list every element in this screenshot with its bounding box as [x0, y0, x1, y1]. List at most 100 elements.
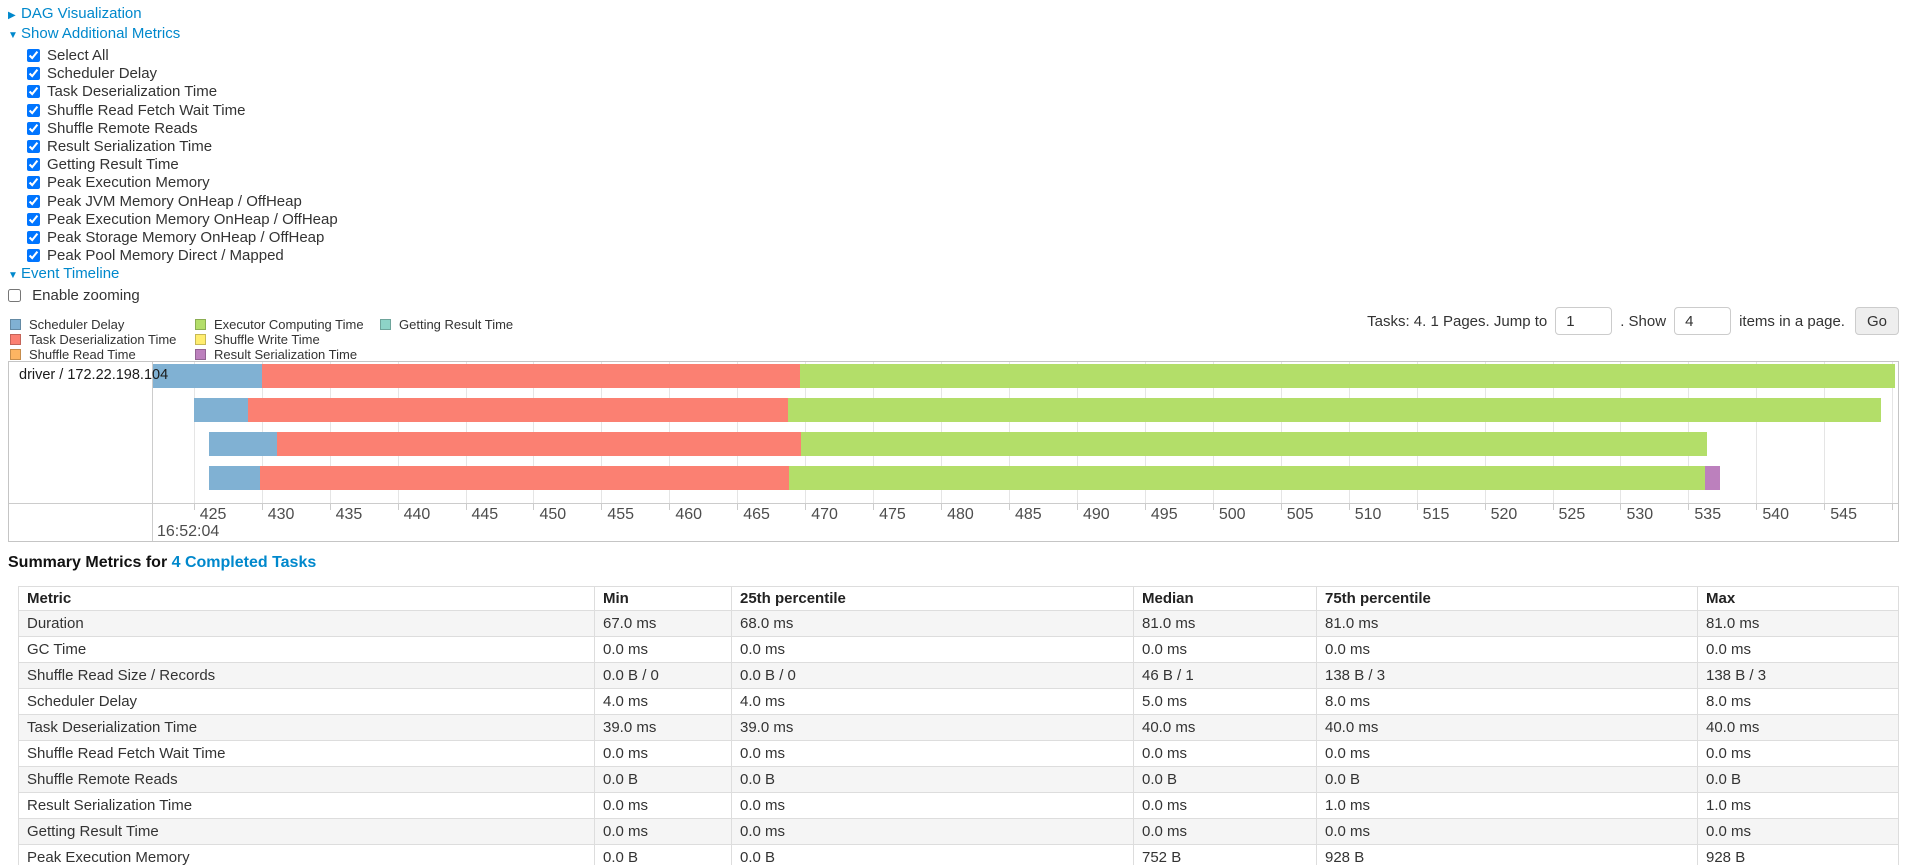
summary-value-cell: 39.0 ms: [731, 714, 1134, 742]
metric-checkbox-label: Scheduler Delay: [47, 65, 158, 83]
dag-visualization-toggle[interactable]: ▶ DAG Visualization: [8, 5, 1899, 25]
completed-tasks-link[interactable]: 4 Completed Tasks: [171, 554, 317, 572]
metric-checkbox-label: Result Serialization Time: [47, 138, 213, 156]
summary-value-cell: 0.0 ms: [731, 740, 1134, 768]
summary-value-cell: 46 B / 1: [1133, 662, 1317, 690]
executor-group-label: driver / 172.22.198.104: [19, 367, 169, 384]
summary-value-cell: 0.0 ms: [731, 636, 1134, 664]
metric-checkbox[interactable]: [27, 103, 40, 117]
task-bar-task-deserialization-segment[interactable]: [261, 364, 800, 389]
axis-tick-label: 515: [1422, 506, 1450, 524]
summary-value-cell: 0.0 ms: [1697, 636, 1899, 664]
metric-checkbox-item: Shuffle Read Fetch Wait Time: [8, 102, 1899, 120]
summary-value-cell: 0.0 ms: [1697, 818, 1899, 846]
legend-pagination-band: Scheduler Delay Task Deserialization Time…: [8, 307, 1899, 362]
axis-tick-label: 435: [335, 506, 363, 524]
task-bar-executor-computing-segment[interactable]: [801, 432, 1708, 457]
summary-metric-name-cell: GC Time: [18, 636, 595, 664]
axis-tick-mark: [261, 503, 263, 511]
metric-checkbox[interactable]: [27, 249, 40, 263]
summary-metrics-table: Metric Min 25th percentile Median 75th perce…: [18, 586, 1899, 865]
metric-checkbox-label: Peak Execution Memory: [47, 174, 210, 192]
additional-metrics-checkbox-list: Select All Scheduler Delay Task Deserializ…: [8, 47, 1899, 265]
enable-zooming-checkbox[interactable]: [8, 289, 21, 303]
legend-label: Shuffle Write Time: [214, 332, 320, 348]
summary-value-cell: 81.0 ms: [1133, 610, 1317, 638]
summary-value-cell: 0.0 ms: [1316, 636, 1698, 664]
axis-tick-label: 530: [1626, 506, 1654, 524]
go-button[interactable]: Go: [1854, 307, 1899, 336]
task-bar-scheduler-delay-segment[interactable]: [193, 398, 249, 423]
task-bar-task-deserialization-segment[interactable]: [260, 466, 789, 491]
metric-checkbox[interactable]: [27, 176, 40, 190]
metric-checkbox-label: Shuffle Remote Reads: [47, 119, 198, 137]
summary-value-cell: 40.0 ms: [1133, 714, 1317, 742]
legend-label: Executor Computing Time: [214, 317, 364, 333]
expanded-arrow-icon: ▼: [8, 270, 18, 282]
summary-value-cell: 928 B: [1697, 844, 1899, 865]
task-bar-result-serialization-segment[interactable]: [1704, 466, 1720, 491]
task-bar-scheduler-delay-segment[interactable]: [208, 466, 261, 491]
axis-tick-label: 505: [1286, 506, 1314, 524]
axis-tick-label: 540: [1762, 506, 1790, 524]
task-bar-executor-computing-segment[interactable]: [787, 398, 1882, 423]
pagination-suffix-text: items in a page.: [1739, 312, 1845, 330]
metric-checkbox[interactable]: [27, 158, 40, 172]
metric-checkbox[interactable]: [27, 67, 40, 81]
summary-column-header: Max: [1697, 586, 1899, 612]
task-bar-task-deserialization-segment[interactable]: [248, 398, 788, 423]
task-bar-scheduler-delay-segment[interactable]: [208, 432, 277, 457]
metric-checkbox[interactable]: [27, 140, 40, 154]
legend-entry: Scheduler Delay: [10, 317, 195, 332]
metric-checkbox[interactable]: [27, 194, 40, 208]
expanded-arrow-icon: ▼: [8, 30, 18, 41]
task-bar-scheduler-delay-segment[interactable]: [153, 364, 262, 389]
summary-metric-name-cell: Getting Result Time: [18, 818, 595, 846]
metric-checkbox[interactable]: [27, 121, 40, 135]
summary-value-cell: 1.0 ms: [1316, 792, 1698, 820]
items-per-page-input[interactable]: [1674, 307, 1732, 336]
axis-tick-label: 470: [811, 506, 838, 524]
summary-value-cell: 8.0 ms: [1697, 688, 1899, 716]
task-bar-executor-computing-segment[interactable]: [788, 466, 1705, 491]
axis-tick-label: 430: [267, 506, 295, 524]
summary-value-cell: 0.0 B / 0: [594, 662, 732, 690]
axis-tick-label: 490: [1082, 506, 1110, 524]
metric-checkbox[interactable]: [27, 85, 40, 99]
metric-checkbox[interactable]: [27, 49, 40, 62]
summary-value-cell: 39.0 ms: [594, 714, 732, 742]
summary-value-cell: 4.0 ms: [594, 688, 732, 716]
task-deserialization-swatch-icon: [10, 334, 21, 346]
axis-tick-label: 450: [539, 506, 567, 524]
axis-tick-label: 495: [1150, 506, 1178, 524]
legend-entry: Task Deserialization Time: [10, 332, 195, 347]
scheduler-delay-swatch-icon: [10, 319, 21, 331]
task-bar-executor-computing-segment[interactable]: [799, 364, 1895, 389]
metric-checkbox-label: Select All: [47, 47, 109, 64]
getting-result-swatch-icon: [380, 319, 391, 331]
timeline-legend: Scheduler Delay Task Deserialization Time…: [10, 317, 565, 362]
metric-checkbox[interactable]: [27, 231, 40, 245]
metric-checkbox-item: Shuffle Remote Reads: [8, 120, 1899, 138]
metric-checkbox-label: Peak Execution Memory OnHeap / OffHeap: [47, 210, 338, 228]
summary-value-cell: 0.0 ms: [731, 792, 1134, 820]
show-additional-metrics-toggle[interactable]: ▼ Show Additional Metrics: [8, 25, 1899, 45]
metric-checkbox[interactable]: [27, 212, 40, 226]
legend-column: Scheduler Delay Task Deserialization Time…: [10, 317, 195, 362]
task-pagination: Tasks: 4. 1 Pages. Jump to . Show items …: [1363, 307, 1899, 336]
jump-to-page-input[interactable]: [1555, 307, 1613, 336]
summary-metric-name-cell: Task Deserialization Time: [18, 714, 595, 742]
summary-table-row: Getting Result Time 0.0 ms 0.0 ms 0.0 ms 0.0…: [18, 818, 1899, 846]
summary-metric-name-cell: Shuffle Read Fetch Wait Time: [18, 740, 595, 768]
axis-tick-label: 445: [471, 506, 499, 524]
axis-tick-mark: [1144, 503, 1146, 511]
task-bar-task-deserialization-segment[interactable]: [276, 432, 802, 457]
axis-tick-label: 480: [947, 506, 974, 524]
axis-gridline: [1756, 362, 1758, 504]
axis-tick-mark: [193, 503, 195, 511]
summary-value-cell: 0.0 ms: [1697, 740, 1899, 768]
summary-value-cell: 40.0 ms: [1316, 714, 1698, 742]
event-timeline-toggle[interactable]: ▼ Event Timeline: [8, 265, 1899, 285]
summary-metrics-title: Summary Metrics for 4 Completed Tasks: [8, 554, 1899, 572]
